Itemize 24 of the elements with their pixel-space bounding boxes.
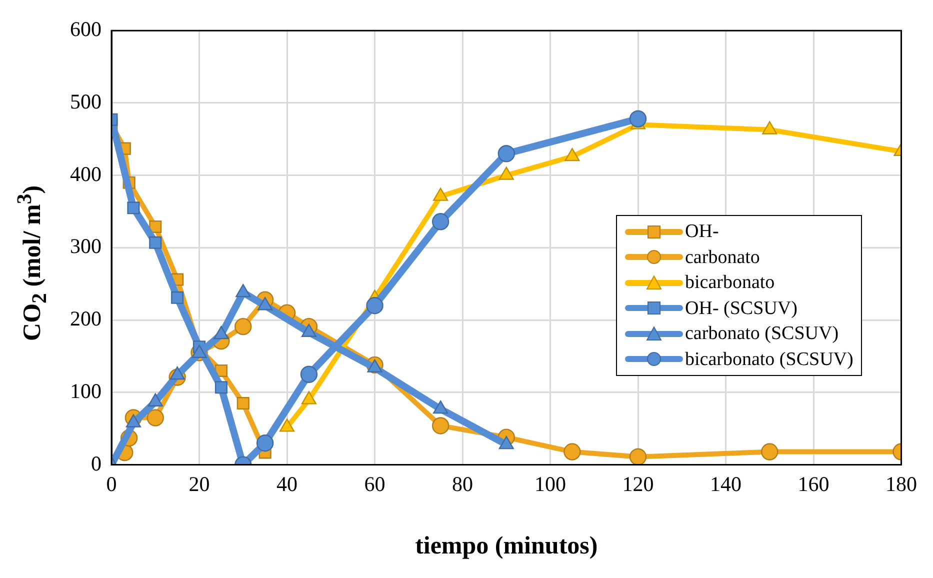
y-tick-label: 500: [70, 89, 102, 114]
x-tick-label: 140: [710, 472, 742, 496]
x-tick-label: 100: [534, 472, 566, 496]
x-tick-label: 80: [452, 472, 473, 496]
y-tick-label: 300: [70, 234, 102, 258]
legend-label: bicarbonato: [685, 271, 775, 295]
legend-label: OH-: [685, 220, 719, 244]
x-tick-label: 180: [886, 472, 917, 496]
y-tick-label: 100: [70, 378, 102, 403]
legend-label: bicarbonato (SCSUV): [685, 348, 854, 372]
x-tick-label: 120: [622, 472, 654, 496]
legend-label: carbonato: [685, 246, 760, 270]
legend-label: carbonato (SCSUV): [685, 322, 839, 346]
y-tick-label: 600: [70, 17, 102, 42]
x-tick-label: 40: [276, 472, 298, 496]
x-tick-label: 160: [798, 472, 830, 496]
x-axis-title: tiempo (minutos): [415, 532, 598, 560]
x-tick-label: 0: [106, 472, 117, 496]
x-tick-label: 60: [364, 472, 386, 496]
y-tick-label: 200: [70, 306, 102, 331]
y-tick-label: 0: [91, 451, 102, 476]
x-tick-label: 20: [188, 472, 210, 496]
y-tick-label: 400: [70, 162, 102, 186]
legend-label: OH- (SCSUV): [685, 296, 798, 320]
